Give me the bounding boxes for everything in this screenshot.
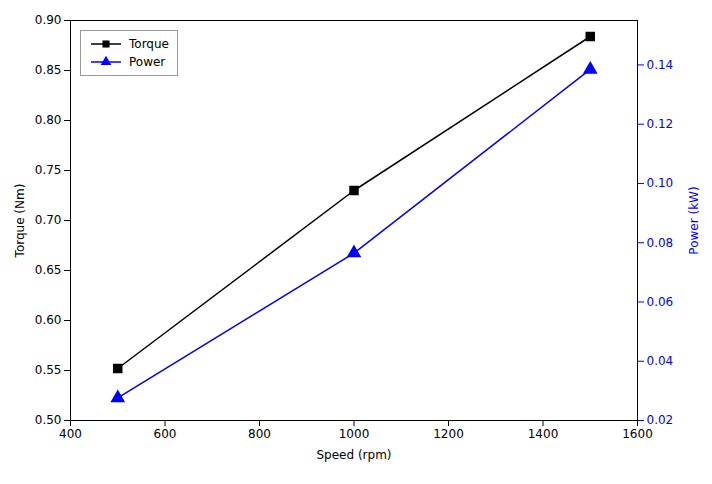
- svg-text:0.02: 0.02: [647, 413, 674, 427]
- svg-text:1200: 1200: [433, 427, 464, 441]
- svg-text:600: 600: [154, 427, 177, 441]
- svg-text:0.06: 0.06: [647, 295, 674, 309]
- html-text:Torque: Torque: [129, 37, 169, 51]
- svg-text:0.08: 0.08: [647, 236, 674, 250]
- svg-text:1400: 1400: [528, 427, 559, 441]
- svg-text:0.12: 0.12: [647, 117, 674, 131]
- svg-text:0.04: 0.04: [647, 354, 674, 368]
- svg-text:0.10: 0.10: [647, 176, 674, 190]
- svg-text:1000: 1000: [339, 427, 370, 441]
- svg-text:0.55: 0.55: [35, 363, 62, 377]
- html-text:Power: Power: [129, 55, 166, 69]
- svg-text:0.85: 0.85: [35, 63, 62, 77]
- svg-text:0.75: 0.75: [35, 163, 62, 177]
- svg-text:0.60: 0.60: [35, 313, 62, 327]
- svg-text:0.70: 0.70: [35, 213, 62, 227]
- svg-text:800: 800: [248, 427, 271, 441]
- svg-text:1600: 1600: [622, 427, 653, 441]
- svg-text:0.80: 0.80: [35, 113, 62, 127]
- svg-text:0.50: 0.50: [35, 413, 62, 427]
- svg-text:Torque (Nm): Torque (Nm): [13, 184, 27, 259]
- svg-text:0.90: 0.90: [35, 13, 62, 27]
- svg-text:400: 400: [59, 427, 82, 441]
- svg-text:Speed (rpm): Speed (rpm): [316, 448, 391, 462]
- svg-text:0.14: 0.14: [647, 58, 674, 72]
- svg-text:0.65: 0.65: [35, 263, 62, 277]
- svg-text:Power (kW): Power (kW): [687, 186, 701, 254]
